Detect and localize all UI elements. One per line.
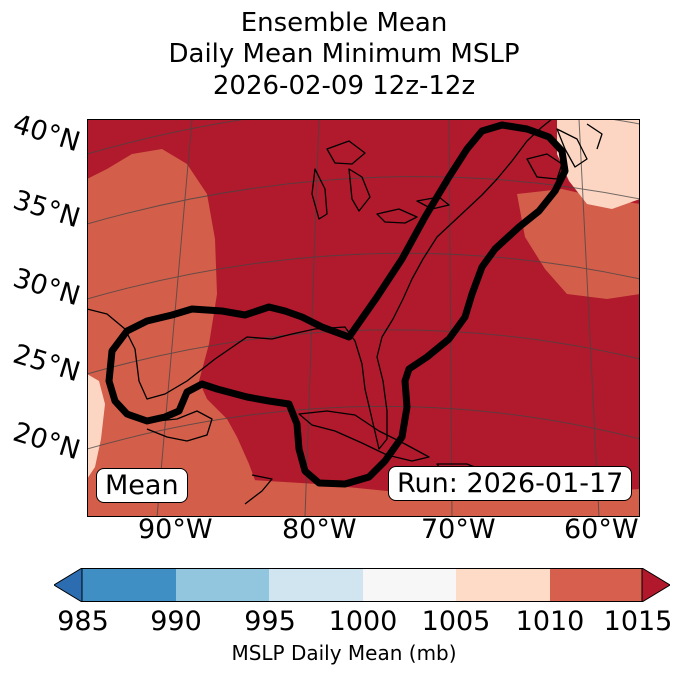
lat-label-40: 40°N <box>9 108 84 159</box>
cbar-tick-985: 985 <box>57 606 109 637</box>
map-frame <box>87 119 640 517</box>
field-1010-south <box>237 479 640 517</box>
cbar-tick-990: 990 <box>150 606 202 637</box>
lon-label-90: 90°W <box>138 514 213 545</box>
field-1005-sw <box>87 374 105 479</box>
lat-label-30: 30°N <box>9 262 84 313</box>
mean-label-box: Mean <box>96 468 188 503</box>
cbar-tick-1000: 1000 <box>328 606 398 637</box>
lon-label-80: 80°W <box>282 514 357 545</box>
cbar-tick-1005: 1005 <box>421 606 491 637</box>
lat-label-35: 35°N <box>9 184 84 235</box>
title-line-1: Ensemble Mean <box>240 8 448 38</box>
cbar-tick-1015: 1015 <box>603 606 673 637</box>
contour-line <box>105 121 569 488</box>
run-label-box: Run: 2026-01-17 <box>388 466 633 501</box>
title-line-2: Daily Mean Minimum MSLP <box>168 39 520 69</box>
colorbar-extend-low <box>54 568 83 602</box>
colorbar-bin-990 <box>176 568 269 602</box>
graticule <box>87 119 640 517</box>
colorbar-frame <box>81 568 643 602</box>
colorbar-bin-1010 <box>550 568 642 602</box>
colorbar-label: MSLP Daily Mean (mb) <box>231 641 457 665</box>
lon-label-60: 60°W <box>564 514 639 545</box>
colorbar-bin-1005 <box>456 568 550 602</box>
colorbar <box>54 568 670 602</box>
field-1010-west <box>87 149 267 517</box>
title-line-3: 2026-02-09 12z-12z <box>212 71 476 101</box>
colorbar-bin-985 <box>82 568 176 602</box>
cbar-tick-995: 995 <box>244 606 296 637</box>
lon-label-70: 70°W <box>421 514 496 545</box>
lat-label-25: 25°N <box>9 338 84 389</box>
colorbar-bin-1000 <box>363 568 456 602</box>
colorbar-bin-995 <box>269 568 363 602</box>
colorbar-extend-high <box>641 568 670 602</box>
map-panel <box>87 119 640 517</box>
lat-label-20: 20°N <box>9 416 84 467</box>
field-1010-east <box>517 189 640 299</box>
cbar-tick-1010: 1010 <box>515 606 585 637</box>
